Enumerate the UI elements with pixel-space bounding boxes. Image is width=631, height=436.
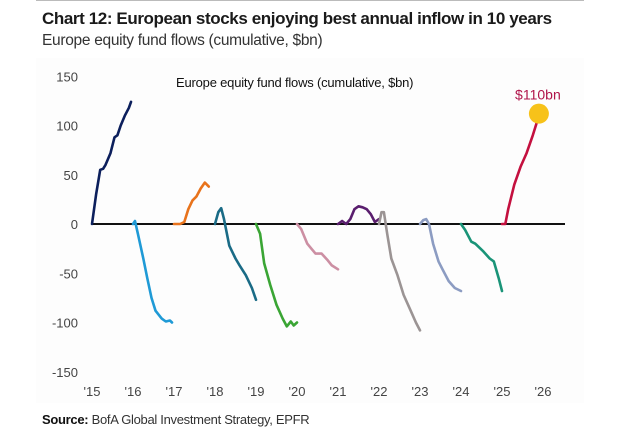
plot-inner-title: Europe equity fund flows (cumulative, $b…	[176, 75, 414, 90]
y-tick-label: 150	[56, 69, 78, 84]
series-group	[90, 100, 541, 332]
x-tick-label: '17	[166, 384, 183, 399]
y-tick-label: 100	[56, 119, 78, 134]
series-line-2019	[254, 222, 299, 328]
series-line-2021	[336, 205, 381, 226]
x-tick-label: '25	[494, 384, 511, 399]
source-label: Source:	[42, 412, 89, 427]
annotation-label: $110bn	[515, 87, 561, 103]
x-tick-label: '23	[412, 384, 429, 399]
y-tick-label: -100	[52, 316, 78, 331]
annotations-group: $110bn	[515, 87, 561, 124]
y-tick-label: -150	[52, 365, 78, 380]
series-line-2024	[459, 222, 504, 293]
plot-background	[36, 58, 584, 403]
series-line-2023	[418, 217, 463, 293]
y-tick-label: 50	[64, 168, 78, 183]
y-tick-label: 0	[71, 217, 78, 232]
x-tick-label: '22	[371, 384, 388, 399]
chart-title: Chart 12: European stocks enjoying best …	[42, 9, 552, 28]
y-tick-label: -50	[59, 266, 78, 281]
top-rule	[36, 0, 584, 1]
x-tick-label: '18	[207, 384, 224, 399]
x-axis-ticks: '15 '16 '17 '18 '19 '20 '21 '22 '23 '24 '25 '26	[84, 384, 552, 399]
source-note: Source: BofA Global Investment Strategy,…	[42, 412, 310, 427]
series-line-2017	[172, 181, 211, 226]
x-tick-label: '19	[248, 384, 265, 399]
y-axis-ticks: 150 100 50 0 -50 -100 -150	[52, 69, 78, 380]
highlight-marker	[528, 103, 549, 124]
series-line-2018	[213, 206, 258, 302]
series-line-2025	[500, 114, 541, 226]
x-tick-label: '15	[84, 384, 101, 399]
chart-subtitle: Europe equity fund flows (cumulative, $b…	[42, 32, 323, 49]
source-text: BofA Global Investment Strategy, EPFR	[88, 412, 310, 427]
series-line-2022	[377, 210, 422, 332]
x-tick-label: '16	[125, 384, 142, 399]
series-line-2020	[295, 222, 340, 271]
x-tick-label: '26	[535, 384, 552, 399]
series-line-2015	[90, 100, 133, 226]
x-tick-label: '24	[453, 384, 470, 399]
x-tick-label: '21	[330, 384, 347, 399]
x-tick-label: '20	[289, 384, 306, 399]
series-line-2016	[131, 219, 174, 324]
